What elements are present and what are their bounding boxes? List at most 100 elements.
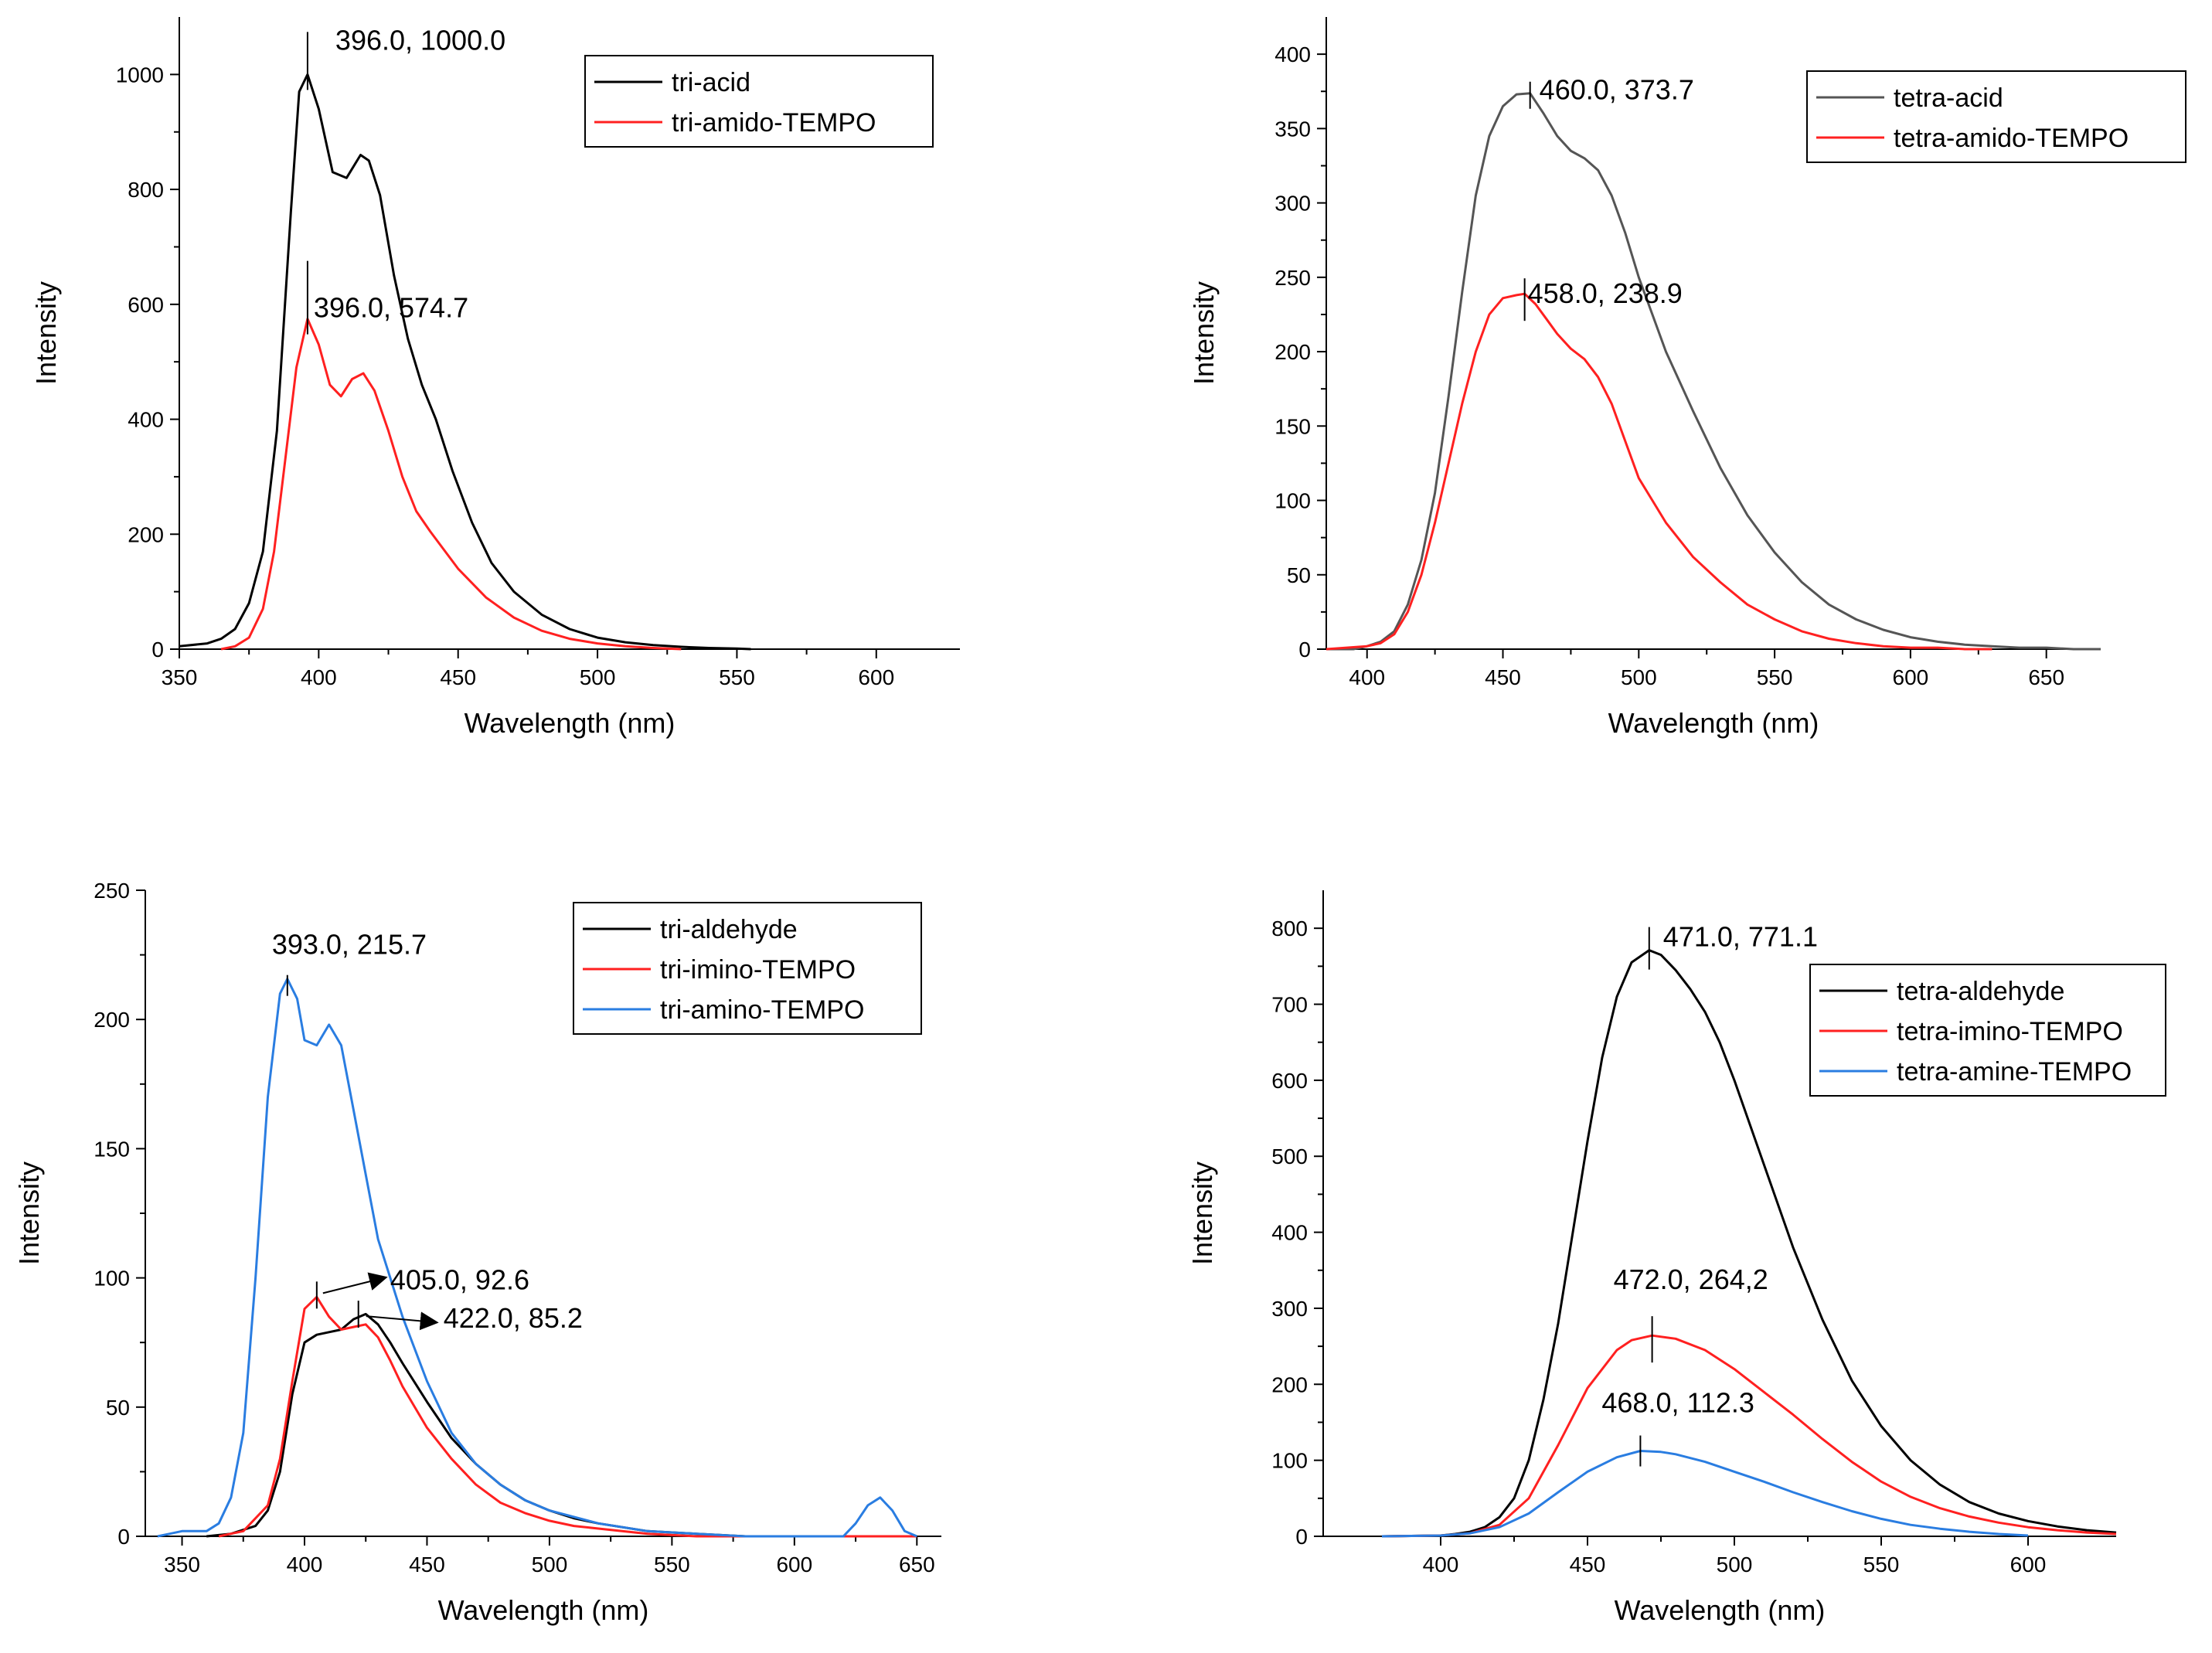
chart-bottom-right: 400 450 500 550 600 0 100 200 300 400 500 600 700 800… [1186, 890, 2166, 1626]
x-tick-label: 350 [162, 665, 198, 689]
y-tick-label: 100 [1271, 1449, 1308, 1473]
y-tick-label: 0 [1298, 638, 1311, 662]
x-tick-label: 550 [654, 1553, 690, 1576]
y-tick-label: 0 [1295, 1525, 1308, 1549]
legend-label: tetra-imino-TEMPO [1897, 1017, 2123, 1046]
x-tick-label: 400 [287, 1553, 323, 1576]
peak-label: 460.0, 373.7 [1540, 74, 1694, 106]
peak-label: 396.0, 574.7 [314, 292, 468, 324]
legend-box [1806, 70, 2186, 163]
x-tick-label: 350 [164, 1553, 200, 1576]
x-axis-title: Wavelength (nm) [1615, 1594, 1826, 1626]
x-tick-label: 500 [1621, 665, 1657, 689]
legend-label: tri-amido-TEMPO [672, 108, 876, 138]
x-tick-label: 400 [301, 665, 337, 689]
legend-label: tetra-aldehyde [1897, 977, 2064, 1006]
x-tick-label: 500 [532, 1553, 568, 1576]
chart-top-right: 400 450 500 550 600 650 0 50 100 150 200 250 300 350 4… [1188, 17, 2186, 739]
legend-label: tri-acid [672, 68, 750, 97]
y-tick-label: 400 [1274, 43, 1311, 66]
legend-label: tri-imino-TEMPO [660, 955, 856, 985]
y-tick-label: 600 [128, 293, 164, 317]
y-tick-label: 250 [1274, 266, 1311, 290]
arrow-422 [366, 1311, 439, 1331]
x-tick-label: 450 [409, 1553, 445, 1576]
y-tick-label: 350 [1274, 117, 1311, 141]
peak-label: 422.0, 85.2 [444, 1302, 583, 1334]
peak-label: 393.0, 215.7 [272, 929, 427, 961]
y-tick-label: 0 [151, 638, 164, 662]
y-axis-title: Intensity [1186, 1162, 1218, 1265]
peak-label: 471.0, 771.1 [1663, 921, 1818, 953]
y-tick-label: 200 [1271, 1372, 1308, 1396]
x-tick-label: 450 [1570, 1553, 1606, 1576]
x-tick-label: 600 [776, 1553, 812, 1576]
x-tick-label: 550 [1863, 1553, 1900, 1576]
legend-label: tri-amino-TEMPO [660, 995, 864, 1025]
x-tick-label: 500 [1717, 1553, 1753, 1576]
y-tick-label: 400 [128, 408, 164, 432]
x-tick-label: 400 [1349, 665, 1385, 689]
x-axis-title: Wavelength (nm) [438, 1594, 649, 1626]
legend-label: tri-aldehyde [660, 915, 798, 944]
series-line-tetra-aldehyde [1381, 949, 2117, 1538]
series-line-tetra-amine-TEMPO [1381, 1450, 2029, 1538]
peak-label: 396.0, 1000.0 [335, 24, 505, 56]
y-tick-label: 150 [94, 1137, 130, 1161]
chart-bottom-left: 350 400 450 500 550 600 650 0 50 100 150 200 250 Wave… [13, 879, 941, 1626]
peak-label: 468.0, 112.3 [1601, 1387, 1754, 1419]
y-tick-label: 250 [94, 879, 130, 903]
x-axis-title: Wavelength (nm) [465, 707, 676, 739]
y-tick-label: 300 [1271, 1297, 1308, 1321]
legend-box [584, 55, 934, 148]
x-tick-label: 600 [2010, 1553, 2047, 1576]
peak-label: 405.0, 92.6 [390, 1264, 529, 1295]
peak-label: 472.0, 264,2 [1614, 1264, 1768, 1295]
x-tick-label: 600 [1893, 665, 1929, 689]
y-axis-title: Intensity [30, 281, 62, 385]
x-tick-label: 400 [1423, 1553, 1459, 1576]
y-tick-label: 50 [106, 1396, 130, 1420]
series-line-tri-amino-TEMPO [157, 978, 917, 1538]
x-tick-label: 550 [1757, 665, 1793, 689]
x-tick-label: 650 [899, 1553, 935, 1576]
peak-label: 458.0, 238.9 [1528, 277, 1683, 309]
y-axis-title: Intensity [1188, 281, 1220, 385]
legend-label: tetra-amido-TEMPO [1894, 124, 2129, 153]
y-tick-label: 50 [1287, 563, 1311, 587]
y-tick-label: 300 [1274, 192, 1311, 216]
y-tick-label: 700 [1271, 993, 1308, 1017]
series-line-tetra-acid [1326, 92, 2101, 651]
x-tick-label: 450 [440, 665, 476, 689]
series-line-tri-amido-TEMPO [220, 318, 682, 651]
y-tick-label: 800 [1271, 917, 1308, 940]
series-line-tetra-imino-TEMPO [1381, 1334, 2117, 1538]
x-tick-label: 450 [1485, 665, 1521, 689]
y-tick-label: 500 [1271, 1145, 1308, 1168]
y-tick-label: 150 [1274, 414, 1311, 438]
x-axis-title: Wavelength (nm) [1608, 707, 1819, 739]
series-line-tetra-amido-TEMPO [1325, 292, 1993, 651]
x-tick-label: 500 [580, 665, 616, 689]
y-tick-label: 200 [128, 522, 164, 546]
x-tick-label: 650 [2028, 665, 2064, 689]
y-tick-label: 1000 [116, 63, 164, 87]
series-line-tri-acid [179, 73, 751, 651]
y-tick-label: 100 [94, 1267, 130, 1291]
series-line-tri-aldehyde [206, 1312, 917, 1538]
chart-top-left: 350 400 450 500 550 600 0 200 400 600 800 1000 Wavel… [30, 17, 960, 739]
arrow-405 [322, 1272, 388, 1294]
y-axis-title: Intensity [13, 1162, 45, 1265]
y-tick-label: 200 [94, 1008, 130, 1032]
legend-label: tetra-amine-TEMPO [1897, 1057, 2132, 1087]
y-tick-label: 200 [1274, 340, 1311, 364]
y-tick-label: 600 [1271, 1069, 1308, 1093]
y-tick-label: 400 [1271, 1221, 1308, 1245]
y-tick-label: 0 [117, 1525, 130, 1549]
y-tick-label: 100 [1274, 489, 1311, 513]
y-tick-label: 800 [128, 178, 164, 202]
series-line-tri-imino-TEMPO [218, 1295, 917, 1538]
x-tick-label: 600 [858, 665, 894, 689]
x-tick-label: 550 [719, 665, 755, 689]
